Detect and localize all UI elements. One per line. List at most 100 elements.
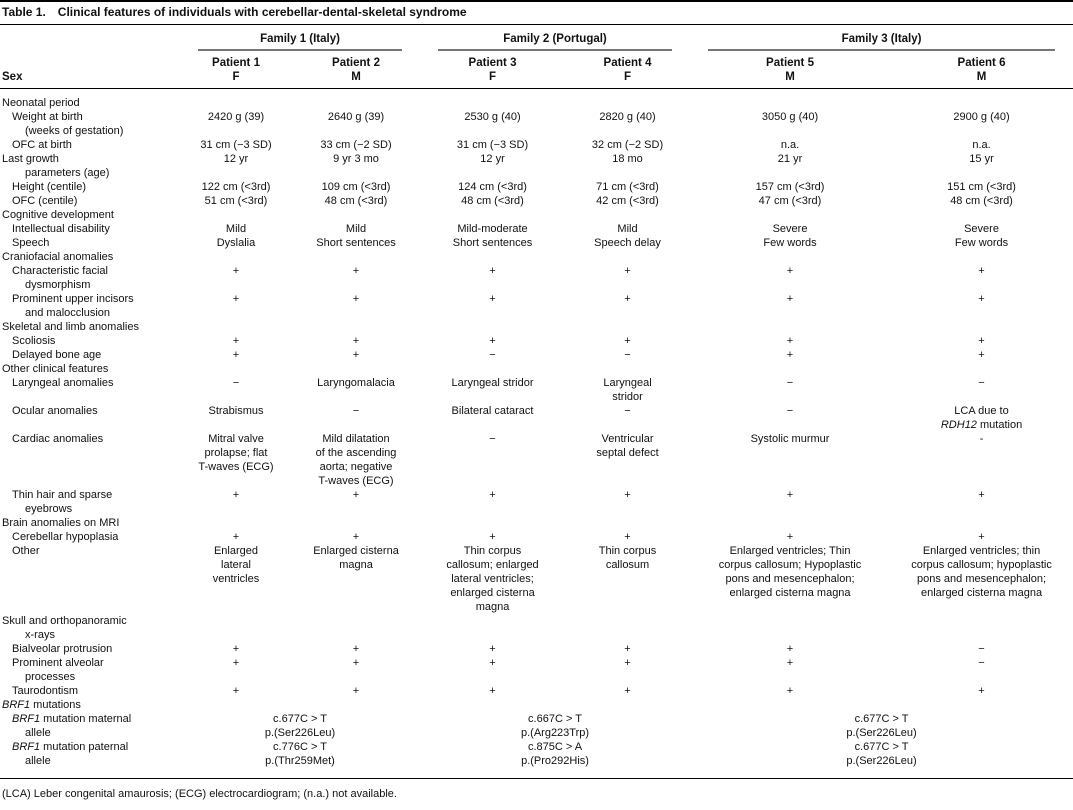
value-cell: Enlarged cisterna magna (313, 545, 399, 571)
row-label: Skeletal and limb anomalies (2, 321, 139, 333)
data-row: Speech Dyslalia Short sentences Short sente… (0, 236, 1073, 250)
value-cell: n.a. (972, 139, 991, 151)
row-label: Ocular anomalies (12, 405, 98, 417)
row-label-continuation: parameters (age) (25, 167, 110, 179)
value-cell: + (624, 657, 631, 669)
value-cell: + (489, 685, 496, 697)
data-row: Taurodontism + + + + + + (0, 684, 1073, 698)
value-cell: 31 cm (−3 SD) (456, 139, 529, 151)
family-2-rule (438, 49, 673, 51)
value-cell: Laryngeal stridor (603, 377, 652, 403)
value-cell: + (232, 265, 240, 277)
table-body: Neonatal period Weight at birth (weeks of … (0, 89, 1073, 779)
data-row: Delayed bone age + + − − + + (0, 348, 1073, 362)
value-cell: − (489, 433, 496, 445)
value-cell: + (786, 335, 794, 347)
value-cell: Laryngomalacia (317, 377, 395, 389)
value-cell: 48 cm (<3rd) (324, 195, 388, 207)
value-cell: + (232, 293, 240, 305)
patient-5-header: Patient 5 M (690, 51, 891, 89)
row-label: Other clinical features (2, 363, 109, 375)
data-row: Last growth parameters (age) 12 yr 9 yr 3 m… (0, 152, 1073, 180)
data-row: Cardiac anomalies Mitral valve prolapse; f… (0, 432, 1073, 488)
row-label-continuation: x-rays (25, 629, 55, 641)
value-cell: − (786, 377, 794, 389)
patient-name: Patient 2 (332, 57, 380, 69)
clinical-features-table: Family 1 (Italy) Family 2 (Portugal) Fam… (0, 25, 1073, 779)
value-cell: 32 cm (−2 SD) (591, 139, 664, 151)
patient-sex: F (489, 71, 497, 83)
value-cell: − (352, 405, 360, 417)
patient-header-row: Sex Patient 1 F Patient 2 M Patient 3 F Pat… (0, 51, 1073, 89)
value-cell: 15 yr (969, 153, 994, 165)
value-cell: Mild (345, 223, 367, 235)
corner-cell (0, 25, 180, 51)
value-cell: + (232, 349, 240, 361)
data-row: Cerebellar hypoplasia + + + + + + (0, 530, 1073, 544)
value-cell: + (232, 531, 240, 543)
value-cell: + (978, 685, 985, 697)
row-label: Weight at birth (weeks of gestation) (0, 110, 180, 138)
value-cell: + (978, 265, 985, 277)
value-cell: − (978, 377, 985, 389)
value-cell: Speech delay (594, 237, 661, 249)
value-cell: 2900 g (40) (953, 111, 1010, 123)
family-2-header: Family 2 (Portugal) (420, 25, 690, 51)
value-cell: + (978, 489, 985, 501)
value-cell: Laryngeal stridor (451, 377, 534, 389)
value-cell: 2530 g (40) (464, 111, 521, 123)
family-3-header: Family 3 (Italy) (690, 25, 1073, 51)
row-label: OFC (centile) (12, 195, 78, 207)
row-label: Thin hair and sparse eyebrows (0, 488, 180, 516)
value-cell: Mild (617, 223, 638, 235)
table-title: Table 1. Clinical features of individuals… (0, 0, 1073, 25)
value-cell: + (232, 685, 240, 697)
value-cell: + (624, 293, 631, 305)
data-row: Thin hair and sparse eyebrows + + + + + + (0, 488, 1073, 516)
section-row: Brain anomalies on MRI (0, 516, 1073, 530)
value-cell: 33 cm (−2 SD) (320, 139, 392, 151)
patient-1-header: Patient 1 F (180, 51, 292, 89)
row-label: Scoliosis (12, 335, 56, 347)
value-cell: 18 mo (612, 153, 643, 165)
row-label: Cerebellar hypoplasia (12, 531, 119, 543)
value-cell: + (232, 657, 240, 669)
value-cell: 48 cm (<3rd) (950, 195, 1013, 207)
patient-6-header: Patient 6 M (890, 51, 1073, 89)
value-cell: − (786, 405, 794, 417)
value-cell: + (352, 685, 360, 697)
value-cell: 12 yr (223, 153, 249, 165)
value-cell: − (978, 657, 985, 669)
data-row: OFC (centile) 51 cm (<3rd) 48 cm (<3rd) 48 … (0, 194, 1073, 208)
row-label: Characteristic facial dysmorphism (0, 264, 180, 292)
value-cell: + (352, 643, 360, 655)
patient-name: Patient 4 (603, 57, 652, 69)
row-label-continuation: eyebrows (25, 503, 73, 515)
value-cell: + (352, 531, 360, 543)
value-cell: + (978, 531, 985, 543)
patient-sex: M (785, 71, 795, 83)
table-number: Table 1. (2, 5, 46, 19)
data-row: Ocular anomalies Strabismus − Bilateral cat… (0, 404, 1073, 432)
value-cell: Few words (763, 237, 817, 249)
value-cell: 3050 g (40) (761, 111, 819, 123)
row-label: OFC at birth (12, 139, 72, 151)
section-row: Other clinical features (0, 362, 1073, 376)
row-label: Cardiac anomalies (12, 433, 104, 445)
family-3-rule (708, 49, 1056, 51)
value-cell: + (624, 685, 631, 697)
row-label: Brain anomalies on MRI (2, 517, 120, 529)
row-label: BRF1 mutation paternal allele (0, 740, 180, 779)
value-cell: + (489, 643, 496, 655)
row-label: Last growth parameters (age) (0, 152, 180, 180)
patient-name: Patient 6 (957, 57, 1006, 69)
value-cell: 124 cm (<3rd) (458, 181, 527, 193)
value-cell: Enlarged ventricles; thin corpus callosum… (911, 545, 1052, 599)
value-cell: 48 cm (<3rd) (461, 195, 524, 207)
family-1-rule (198, 49, 403, 51)
